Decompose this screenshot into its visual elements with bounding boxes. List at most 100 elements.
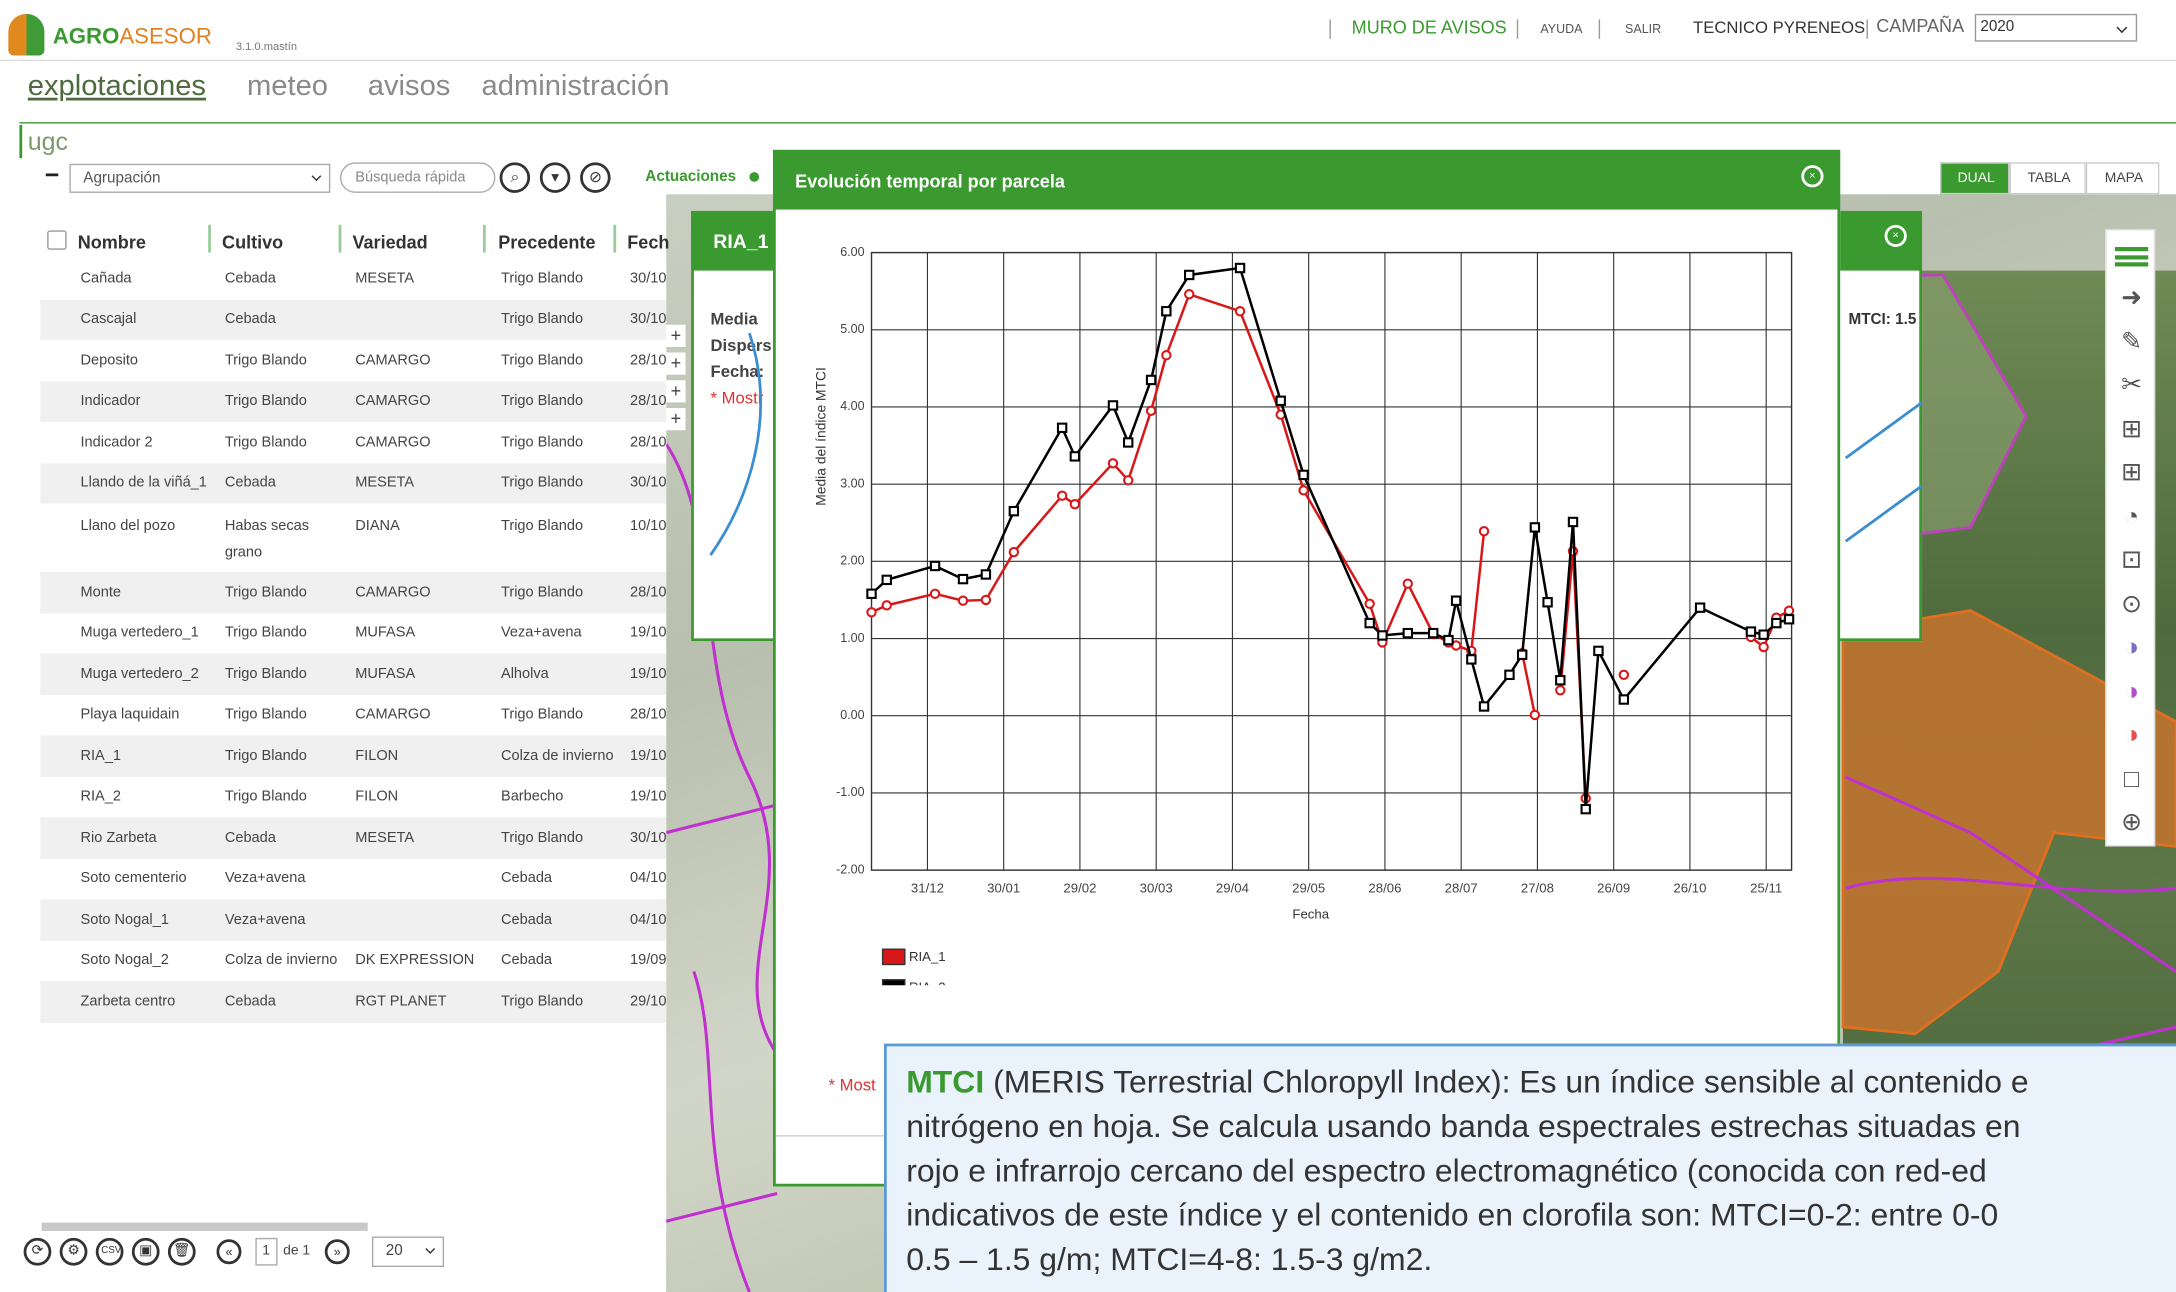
- zoom-button[interactable]: +: [666, 408, 685, 430]
- nav-tab[interactable]: avisos: [368, 69, 451, 104]
- header-link[interactable]: AYUDA: [1540, 22, 1582, 37]
- table-cell: Trigo Blando: [501, 829, 583, 846]
- popup-close[interactable]: ×: [1801, 165, 1823, 187]
- point-marker: [1366, 619, 1374, 627]
- pager-button[interactable]: 🗑: [168, 1238, 196, 1266]
- zoom-button[interactable]: +: [666, 380, 685, 402]
- map-tool-button[interactable]: ⊞: [2115, 411, 2148, 444]
- view-toggle[interactable]: MAPA: [2086, 162, 2160, 194]
- zoom-button[interactable]: +: [666, 352, 685, 374]
- nav-tab[interactable]: explotaciones: [28, 69, 206, 104]
- table-cell: 19/09: [630, 952, 666, 969]
- panel-close[interactable]: ×: [1885, 225, 1907, 247]
- table-cell: Veza+avena: [501, 624, 582, 641]
- view-toggle[interactable]: DUAL: [1940, 162, 2009, 194]
- grouping-select[interactable]: Agrupación: [69, 164, 330, 193]
- filter-button[interactable]: ▾: [540, 162, 571, 193]
- campaign-select[interactable]: 20202020: [1975, 14, 2137, 42]
- point-marker: [1124, 476, 1132, 484]
- map-tool-button[interactable]: ⊡: [2115, 543, 2148, 576]
- table-cell: FILON: [355, 747, 398, 764]
- point-marker: [1124, 438, 1132, 446]
- point-marker: [1058, 424, 1066, 432]
- pager-button[interactable]: ⟳: [24, 1238, 52, 1266]
- pager-button[interactable]: ⚙: [60, 1238, 88, 1266]
- y-tick-label: 5.00: [840, 322, 864, 336]
- select-all-checkbox[interactable]: [47, 230, 66, 249]
- table-cell: Colza de invierno: [225, 952, 338, 969]
- point-marker: [1185, 290, 1193, 298]
- point-marker: [982, 596, 990, 604]
- table-cell: 19/10: [630, 624, 666, 641]
- column-header[interactable]: Nombre: [78, 232, 146, 254]
- map-tool-button[interactable]: ⊙: [2115, 586, 2148, 619]
- last-page-button[interactable]: »: [325, 1239, 350, 1264]
- table-cell: Trigo Blando: [225, 665, 307, 682]
- zoom-button[interactable]: +: [666, 325, 685, 347]
- map-tool-button[interactable]: ⊕: [2115, 805, 2148, 838]
- point-marker: [1147, 407, 1155, 415]
- legend-label: RIA_1: [909, 949, 946, 964]
- column-header[interactable]: Cultivo: [222, 232, 283, 254]
- map-tool-button[interactable]: ➜: [2115, 280, 2148, 313]
- map-tool-button[interactable]: ◑: [2115, 674, 2148, 707]
- column-header[interactable]: Fech: [627, 232, 669, 254]
- table: Nombre Cultivo Variedad Precedente Fech Cañad…: [0, 208, 666, 1235]
- quick-search[interactable]: Búsqueda rápida: [340, 162, 495, 193]
- clear-filter-button[interactable]: ⊘: [580, 162, 611, 193]
- nav-tab[interactable]: meteo: [247, 69, 328, 104]
- page: Agroasesor {"header": {"logo_a": "AGRO",…: [0, 0, 2176, 1292]
- nav-tab[interactable]: administración: [482, 69, 670, 104]
- column-divider: [208, 225, 211, 253]
- view-toggle[interactable]: TABLA: [2009, 162, 2085, 194]
- point-marker: [1109, 401, 1117, 409]
- search-button[interactable]: ⌕: [500, 162, 531, 193]
- map-tool-button[interactable]: ◑: [2115, 630, 2148, 663]
- column-header[interactable]: Precedente: [498, 232, 595, 254]
- map-tool-button[interactable]: ◑: [2115, 717, 2148, 750]
- actions-button[interactable]: Actuaciones: [645, 168, 736, 186]
- table-cell: 30/10: [630, 829, 666, 846]
- table-cell: Trigo Blando: [225, 583, 307, 600]
- first-page-button[interactable]: «: [216, 1239, 241, 1264]
- page-size-select[interactable]: 20: [372, 1236, 444, 1267]
- search-input[interactable]: ugc: [28, 128, 68, 158]
- y-tick-label: 6.00: [840, 245, 864, 259]
- map-tool-button[interactable]: ✂: [2115, 368, 2148, 401]
- page-input[interactable]: 1: [255, 1238, 277, 1266]
- page-number: 1: [262, 1243, 270, 1260]
- table-cell: Soto Nogal_2: [80, 952, 168, 969]
- pager-button[interactable]: CSV: [96, 1238, 124, 1266]
- column-header[interactable]: Variedad: [352, 232, 427, 254]
- header-link[interactable]: SALIR: [1625, 22, 1661, 37]
- map-tool-button[interactable]: ◔: [2115, 499, 2148, 532]
- map-tool-button[interactable]: □: [2115, 761, 2148, 794]
- separator-text[interactable]: MURO DE AVISOS: [1352, 17, 1507, 39]
- table-cell: Playa laquidain: [80, 706, 179, 723]
- table-cell: Trigo Blando: [501, 993, 583, 1010]
- map-tool-button[interactable]: ⊞: [2115, 455, 2148, 488]
- map-tool-button[interactable]: ✎: [2115, 324, 2148, 357]
- pager-button[interactable]: ▣: [132, 1238, 160, 1266]
- x-tick-label: 29/05: [1292, 880, 1325, 895]
- point-marker: [1147, 376, 1155, 384]
- panel-line: Dispers: [711, 336, 772, 356]
